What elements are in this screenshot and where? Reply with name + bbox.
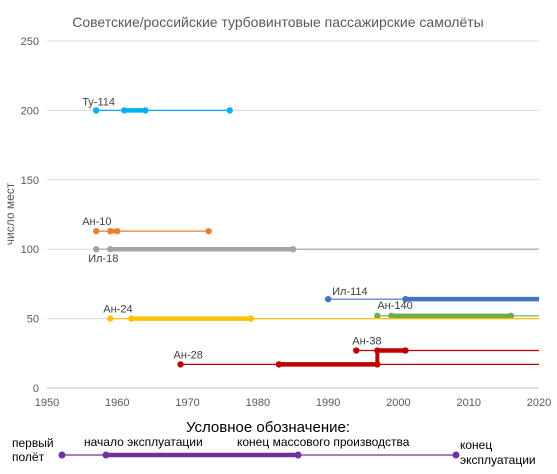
x-tick-label: 1950 — [35, 397, 59, 409]
series-label: Ил-114 — [332, 286, 368, 298]
series-Ту-114 — [93, 107, 233, 114]
series-label: Ан-10 — [82, 216, 111, 228]
x-tick-label: 1990 — [316, 397, 340, 409]
series-label: Ту-114 — [82, 96, 115, 108]
marker-production-end — [289, 246, 297, 253]
x-tick-label: 1980 — [246, 397, 270, 409]
series-Ан-24 — [107, 315, 539, 322]
marker-service-end — [205, 227, 212, 235]
legend-service-end-marker — [452, 451, 460, 459]
marker-first-flight — [353, 347, 360, 354]
chart-title: Советские/российские турбовинтовые пасса… — [72, 14, 483, 30]
marker-service-start — [107, 246, 114, 253]
marker-production-end — [507, 312, 515, 320]
series-label: Ан-38 — [352, 336, 381, 348]
legend-first-flight-line1: первый — [12, 436, 54, 450]
legend-heading: Условное обозначение: — [186, 419, 350, 436]
marker-production-end — [247, 315, 255, 322]
x-tick-label: 2000 — [386, 397, 410, 409]
gridlines — [47, 40, 539, 389]
marker-production-end — [114, 227, 121, 235]
legend-service-end-line1: конец — [460, 438, 492, 452]
legend-service-end-line2: эксплуатации — [460, 453, 536, 467]
marker-production-end — [402, 347, 409, 354]
series-Ан-28 — [177, 361, 539, 368]
x-tick-label: 1970 — [175, 397, 199, 409]
marker-first-flight — [324, 295, 332, 303]
series-label: Ан-28 — [174, 349, 203, 361]
marker-first-flight — [107, 315, 114, 322]
y-axis-label: число мест — [3, 182, 17, 245]
marker-service-start — [128, 315, 135, 322]
legend-first-flight-line2: полёт — [12, 450, 45, 464]
y-axis-ticks: 0 50 100 150 200 250 — [21, 36, 39, 395]
marker-first-flight — [177, 361, 184, 368]
marker-service-start — [388, 312, 395, 320]
y-tick-label: 50 — [27, 314, 39, 326]
x-axis-ticks: 1950 1960 1970 1980 1990 2000 2010 2020 — [35, 397, 551, 409]
legend: Условное обозначение: первый полёт начал… — [12, 419, 536, 467]
marker-first-flight — [93, 107, 100, 114]
marker-service-start — [275, 361, 283, 368]
y-tick-label: 150 — [21, 175, 39, 187]
marker-production-end — [142, 107, 149, 114]
plot-series — [93, 107, 539, 368]
marker-service-start — [121, 107, 128, 114]
y-tick-label: 0 — [33, 383, 39, 395]
marker-service-start — [402, 295, 409, 303]
legend-first-flight-marker — [58, 451, 66, 459]
series-label: Ан-140 — [377, 300, 412, 312]
legend-production-end-text: конец массового производства — [237, 435, 410, 449]
x-tick-label: 2010 — [456, 397, 480, 409]
series-label: Ан-24 — [103, 304, 132, 316]
series-labels: Ту-114 Ан-10 Ил-18 Ил-114 Ан-140 Ан-24 Ан-38 Ан… — [82, 96, 413, 361]
series-Ил-18 — [93, 246, 539, 253]
marker-first-flight — [374, 312, 381, 320]
marker-first-flight — [93, 246, 100, 253]
x-tick-label: 2020 — [527, 397, 551, 409]
y-tick-label: 250 — [21, 36, 39, 48]
legend-production-end-marker — [294, 451, 302, 459]
y-tick-label: 100 — [21, 244, 39, 256]
legend-service-start-text: начало эксплуатации — [84, 435, 203, 449]
series-Ан-38 — [353, 347, 539, 354]
marker-service-end — [226, 107, 233, 114]
marker-service-start — [107, 227, 114, 235]
y-tick-label: 200 — [21, 105, 39, 117]
series-Ан-140 — [374, 312, 539, 320]
series-Ан-10 — [93, 227, 212, 235]
legend-service-start-marker — [102, 451, 110, 459]
x-tick-label: 1960 — [105, 397, 129, 409]
marker-first-flight — [93, 227, 100, 235]
series-label: Ил-18 — [88, 253, 118, 265]
series-Ил-114 — [324, 295, 539, 303]
